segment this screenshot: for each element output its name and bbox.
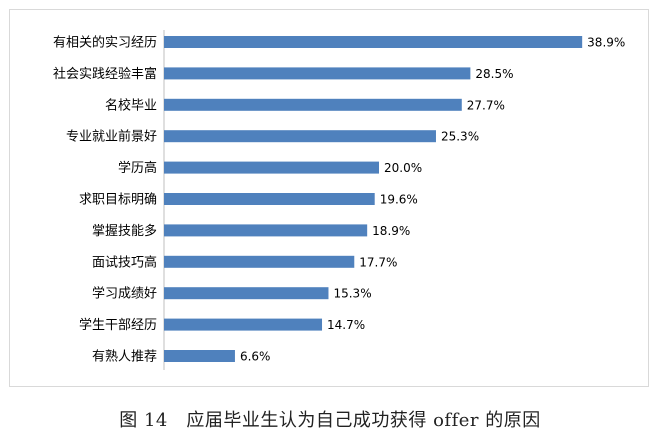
category-label: 名校毕业	[105, 97, 157, 113]
value-label: 17.7%	[359, 255, 397, 269]
figure-caption: 图 14 应届毕业生认为自己成功获得 offer 的原因	[119, 410, 541, 431]
bar	[164, 350, 235, 362]
category-label: 学习成绩好	[92, 286, 157, 302]
category-label: 掌握技能多	[92, 223, 157, 239]
value-label: 20.0%	[384, 161, 422, 175]
category-label: 有熟人推荐	[92, 349, 157, 365]
bar-chart: 有相关的实习经历 38.9% 社会实践经验丰富 28.5% 名校毕业 27.7% 专业就业前…	[53, 30, 625, 370]
bars: 有相关的实习经历 38.9% 社会实践经验丰富 28.5% 名校毕业 27.7% 专业就业前…	[53, 35, 625, 365]
bar	[164, 98, 462, 111]
category-label: 学生干部经历	[79, 317, 157, 333]
bar	[164, 193, 375, 205]
chart-frame: 有相关的实习经历 38.9% 社会实践经验丰富 28.5% 名校毕业 27.7% 专业就业前…	[9, 9, 649, 387]
bar	[164, 36, 583, 48]
value-label: 28.5%	[475, 67, 513, 81]
value-label: 14.7%	[327, 318, 365, 332]
bar	[164, 130, 436, 143]
category-label: 求职目标明确	[79, 193, 157, 208]
category-label: 有相关的实习经历	[53, 35, 157, 51]
value-label: 15.3%	[333, 287, 371, 301]
value-label: 19.6%	[380, 193, 418, 207]
category-label: 社会实践经验丰富	[53, 66, 157, 82]
bar	[164, 318, 323, 331]
value-label: 38.9%	[587, 36, 625, 50]
category-label: 面试技巧高	[92, 254, 157, 270]
value-label: 25.3%	[441, 130, 479, 144]
value-label: 27.7%	[467, 98, 505, 112]
value-label: 18.9%	[372, 224, 410, 238]
bar	[164, 255, 355, 268]
bar	[164, 161, 379, 174]
bar	[164, 67, 471, 80]
bar	[164, 287, 329, 300]
category-label: 学历高	[118, 160, 157, 176]
value-label: 6.6%	[240, 350, 271, 364]
bar	[164, 224, 368, 237]
category-label: 专业就业前景好	[66, 129, 157, 145]
